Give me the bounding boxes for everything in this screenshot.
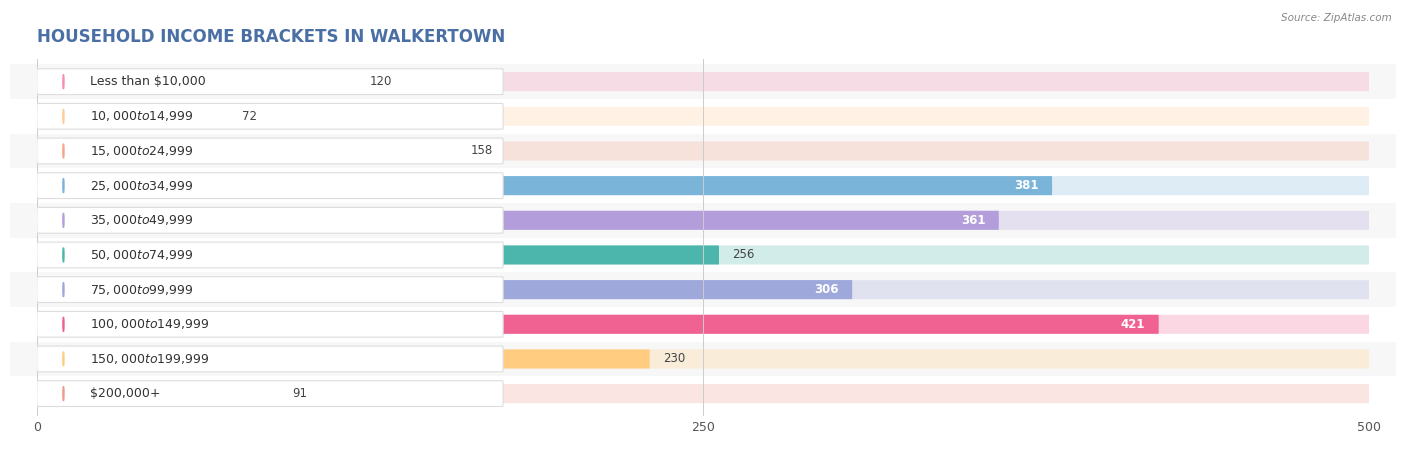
Bar xyxy=(10,307,1396,342)
FancyBboxPatch shape xyxy=(37,312,503,337)
FancyBboxPatch shape xyxy=(37,315,1369,334)
FancyBboxPatch shape xyxy=(37,107,229,126)
FancyBboxPatch shape xyxy=(37,246,718,264)
Text: 230: 230 xyxy=(664,352,685,365)
FancyBboxPatch shape xyxy=(37,176,1052,195)
FancyBboxPatch shape xyxy=(37,103,503,129)
FancyBboxPatch shape xyxy=(37,141,1369,161)
FancyBboxPatch shape xyxy=(37,315,1159,334)
FancyBboxPatch shape xyxy=(37,246,1369,264)
Text: 158: 158 xyxy=(471,145,494,158)
FancyBboxPatch shape xyxy=(37,211,998,230)
FancyBboxPatch shape xyxy=(37,280,1369,299)
Text: Source: ZipAtlas.com: Source: ZipAtlas.com xyxy=(1281,13,1392,23)
Bar xyxy=(10,99,1396,134)
FancyBboxPatch shape xyxy=(37,176,1369,195)
Text: $35,000 to $49,999: $35,000 to $49,999 xyxy=(90,213,194,227)
Text: $10,000 to $14,999: $10,000 to $14,999 xyxy=(90,109,194,123)
FancyBboxPatch shape xyxy=(37,349,1369,369)
FancyBboxPatch shape xyxy=(37,384,1369,403)
Text: HOUSEHOLD INCOME BRACKETS IN WALKERTOWN: HOUSEHOLD INCOME BRACKETS IN WALKERTOWN xyxy=(37,28,505,46)
FancyBboxPatch shape xyxy=(37,242,503,268)
FancyBboxPatch shape xyxy=(37,381,503,406)
Text: 120: 120 xyxy=(370,75,392,88)
FancyBboxPatch shape xyxy=(37,277,503,303)
Text: $75,000 to $99,999: $75,000 to $99,999 xyxy=(90,282,194,297)
Text: 381: 381 xyxy=(1014,179,1039,192)
Text: 91: 91 xyxy=(292,387,308,400)
Bar xyxy=(10,342,1396,376)
Bar xyxy=(10,134,1396,168)
FancyBboxPatch shape xyxy=(37,69,503,95)
Bar xyxy=(10,168,1396,203)
Text: Less than $10,000: Less than $10,000 xyxy=(90,75,205,88)
Text: 306: 306 xyxy=(814,283,839,296)
FancyBboxPatch shape xyxy=(37,207,503,233)
Bar xyxy=(10,376,1396,411)
Text: 421: 421 xyxy=(1121,318,1146,331)
FancyBboxPatch shape xyxy=(37,280,852,299)
FancyBboxPatch shape xyxy=(37,211,1369,230)
FancyBboxPatch shape xyxy=(37,141,458,161)
FancyBboxPatch shape xyxy=(37,107,1369,126)
Bar xyxy=(10,203,1396,238)
Text: 72: 72 xyxy=(242,110,257,123)
FancyBboxPatch shape xyxy=(37,138,503,164)
Text: $150,000 to $199,999: $150,000 to $199,999 xyxy=(90,352,209,366)
Text: $100,000 to $149,999: $100,000 to $149,999 xyxy=(90,317,209,331)
Text: 361: 361 xyxy=(960,214,986,227)
Bar xyxy=(10,272,1396,307)
FancyBboxPatch shape xyxy=(37,72,357,91)
Bar xyxy=(10,238,1396,272)
FancyBboxPatch shape xyxy=(37,173,503,198)
Text: $50,000 to $74,999: $50,000 to $74,999 xyxy=(90,248,194,262)
Text: $25,000 to $34,999: $25,000 to $34,999 xyxy=(90,179,194,193)
Bar xyxy=(10,64,1396,99)
FancyBboxPatch shape xyxy=(37,346,503,372)
Text: $15,000 to $24,999: $15,000 to $24,999 xyxy=(90,144,194,158)
FancyBboxPatch shape xyxy=(37,384,280,403)
FancyBboxPatch shape xyxy=(37,349,650,369)
Text: 256: 256 xyxy=(733,248,755,261)
FancyBboxPatch shape xyxy=(37,72,1369,91)
Text: $200,000+: $200,000+ xyxy=(90,387,160,400)
